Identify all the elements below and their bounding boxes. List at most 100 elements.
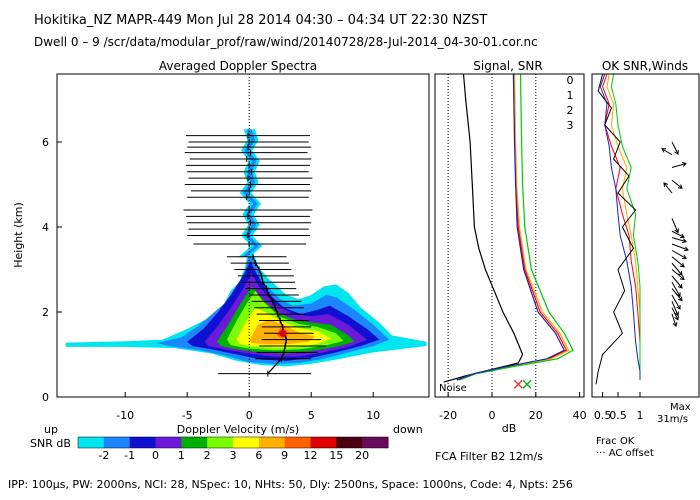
series-1-line [456,74,570,381]
wind-vector [671,249,687,259]
wind-vector [663,182,673,194]
ok-winds-title: OK SNR,Winds [602,59,688,73]
series-2-line [458,74,574,381]
x-tick-label: 10 [366,409,380,422]
wind-vector-head [678,271,683,276]
colorbar-swatch [284,437,311,448]
wind-vector-head [677,184,683,189]
colorbar-tick-label: -1 [124,449,135,462]
signal-x-tick-label: 20 [529,409,543,422]
signal-x-tick-label: -20 [439,409,457,422]
plume-inner [242,129,259,257]
wind-vector-head [674,315,679,321]
wind-vector-head [679,262,685,268]
wind-vector-head [678,296,683,302]
filter-label: FCA Filter B2 12m/s [435,450,543,463]
wind-vector-head [674,228,679,234]
wind-vector [671,237,687,243]
down-label: down [393,423,423,436]
colorbar-swatch [207,437,234,448]
wind-center-trace [252,256,288,375]
legend-entry-3: 3 [567,119,574,132]
cross-marker-0 [513,379,523,389]
doppler-spectra-panel: Averaged Doppler Spectra -10 -5 0 5 10 0246 … [12,59,430,462]
wind-vector [671,218,679,233]
signal-frame [434,73,585,398]
wind-vector [671,301,679,316]
doppler-wind-bars [183,132,327,377]
wind-vector-head [674,149,679,155]
ok-series-3-line [599,74,641,380]
wind-vector-head [663,182,668,188]
noise-label: Noise [439,383,467,394]
ok-x-tick-label: 0.5 [609,409,627,422]
wind-vector-head [672,322,678,328]
colorbar-tick-label: 6 [255,449,262,462]
y-tick-label: 4 [42,221,49,234]
colorbar-swatch [336,437,363,448]
colorbar-tick-label: -2 [98,449,109,462]
colorbar-swatch [362,437,389,448]
noise-cross-markers [513,379,532,389]
signal-x-ticks: -20 0 20 40 [439,392,587,422]
wind-vector-head [679,275,685,281]
wind-vector-head [679,233,685,239]
doppler-xlabel: Doppler Velocity (m/s) [177,423,299,436]
wind-vector [671,163,687,168]
wind-vector-head [681,254,687,259]
x-tick-label: 5 [308,409,315,422]
header-title: Hokitika_NZ MAPR-449 Mon Jul 28 2014 04:… [34,13,487,28]
wind-vectors [661,141,689,328]
doppler-ylabel: Height (km) [12,202,25,268]
colorbar-swatch [181,437,208,448]
colorbar-tick-label: 20 [355,449,369,462]
frac-ok-label: Frac OK [596,436,635,447]
header: Hokitika_NZ MAPR-449 Mon Jul 28 2014 04:… [34,13,538,49]
colorbar-tick-label: 9 [281,449,288,462]
ac-offset-label: ··· AC offset [596,448,654,459]
wind-vector-head [676,304,681,310]
doppler-x-ticks: -10 -5 0 5 10 [116,392,380,422]
wind-vector-head [684,246,689,252]
colorbar-tick-label: 0 [152,449,159,462]
doppler-title: Averaged Doppler Spectra [159,59,317,73]
wind-vector [671,262,683,276]
wind-vector [671,230,685,238]
wind-vector [671,179,683,189]
colorbar-swatch [233,437,260,448]
ok-series-2-line [610,74,641,380]
colorbar-tick-label: 2 [204,449,211,462]
signal-x-tick-label: 0 [488,409,495,422]
ok-x-tick-label: 0.5 [594,409,612,422]
colorbar: -2 -1 0 1 2 3 6 9 12 15 20 [77,436,389,462]
x-tick-label: -10 [116,409,134,422]
doppler-frame [56,73,430,398]
colorbar-tick-label: 12 [304,449,318,462]
wind-vector [671,294,681,310]
colorbar-swatch [129,437,156,448]
wind-vector [671,307,679,320]
wind-vector [671,269,685,280]
footer-params: IPP: 100μs, PW: 2000ns, NCI: 28, NSpec: … [8,478,573,491]
signal-x-tick-label: 40 [573,409,587,422]
signal-title: Signal, SNR [473,59,542,73]
ok-x-ticks: 0.50.5 1 [594,392,644,422]
ok-x-tick-label: 1 [637,409,644,422]
wind-vector-head [681,238,687,244]
signal-snr-panel: Signal, SNR 0 1 2 3 Noise -20 0 20 40 dB [434,59,587,435]
y-tick-label: 6 [42,136,49,149]
x-tick-label: -5 [182,409,193,422]
wind-vector [671,256,685,268]
max-label: Max [670,402,691,413]
y-tick-label: 2 [42,306,49,319]
series-signal-line [443,74,524,383]
signal-lines [443,74,574,383]
wind-vector-head [674,311,679,317]
wind-vector [661,148,673,156]
ok-winds-frame [591,73,700,398]
colorbar-swatch [103,437,131,448]
doppler-contours [65,244,427,367]
ok-winds-panel: OK SNR,Winds 0.50.5 1 Frac OK ··· AC offs… [591,59,700,459]
ok-fraction-lines [595,74,641,385]
up-label: up [44,423,58,436]
